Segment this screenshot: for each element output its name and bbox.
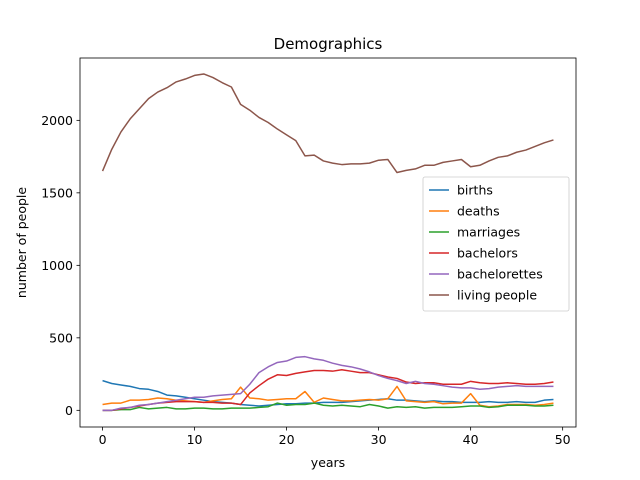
x-tick-label: 40 (463, 432, 479, 447)
legend-box (422, 176, 570, 312)
x-axis-label: years (311, 455, 345, 470)
y-axis-label: number of people (14, 187, 29, 298)
series-line-marriages (102, 402, 554, 412)
series-layer (101, 73, 554, 412)
series-line-living-people (101, 73, 554, 174)
x-tick-label: 20 (279, 432, 295, 447)
y-tick-label: 1500 (41, 185, 73, 200)
legend-label-bachelors: bachelors (457, 246, 518, 261)
x-tick-label: 50 (555, 432, 571, 447)
x-tick-label: 30 (371, 432, 387, 447)
chart-title: Demographics (274, 35, 383, 53)
y-tick-label: 500 (49, 330, 73, 345)
x-tick-label: 10 (187, 432, 203, 447)
legend-label-marriages: marriages (457, 225, 520, 240)
y-tick-label: 0 (65, 403, 73, 418)
series-line-bachelors (102, 368, 554, 412)
legend-label-living-people: living people (457, 288, 537, 303)
plot-frame (79, 57, 577, 428)
legend: births deaths marriages bachelors bacheloret… (422, 176, 570, 312)
x-tick-label: 0 (99, 432, 107, 447)
series-line-bachelorettes (102, 355, 554, 412)
legend-label-bachelorettes: bachelorettes (457, 267, 543, 282)
legend-label-births: births (457, 183, 493, 198)
y-tick-label: 2000 (41, 113, 73, 128)
y-tick-label: 1000 (41, 258, 73, 273)
legend-label-deaths: deaths (457, 204, 500, 219)
